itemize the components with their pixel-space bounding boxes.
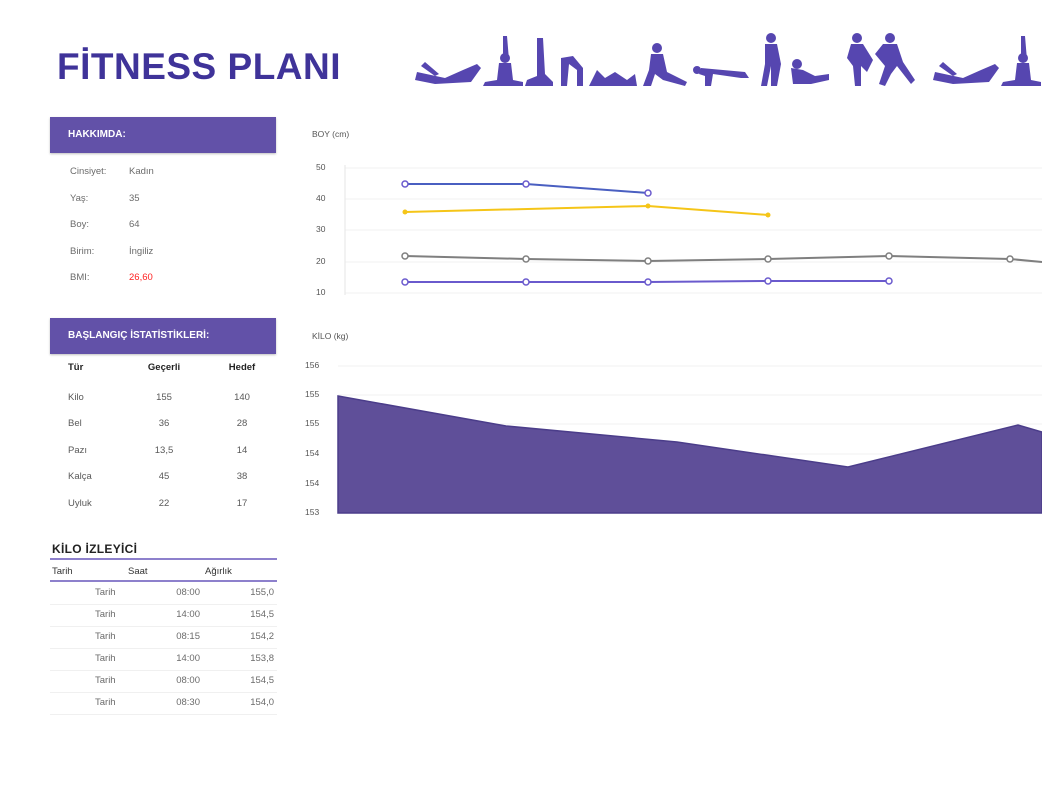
- y-tick: 30: [316, 224, 326, 234]
- stat-target[interactable]: 17: [236, 498, 248, 509]
- y-tick: 154: [305, 448, 320, 458]
- table-row: Tarih 08:00 155,0: [50, 583, 277, 605]
- tracker-weight[interactable]: 155,0: [250, 587, 274, 598]
- tracker-weight[interactable]: 154,2: [250, 631, 274, 642]
- column-header[interactable]: Ağırlık: [205, 566, 232, 577]
- table-row: Tarih 14:00 153,8: [50, 649, 277, 671]
- tracker-weight[interactable]: 153,8: [250, 653, 274, 664]
- about-value[interactable]: İngiliz: [129, 246, 154, 257]
- y-tick: 154: [305, 478, 320, 488]
- column-header: Geçerli: [147, 362, 181, 373]
- chart-gridlines: [345, 167, 1042, 294]
- stat-type: Bel: [68, 418, 82, 429]
- weight-tracker-title: KİLO İZLEYİCİ: [52, 542, 138, 556]
- stat-current[interactable]: 155: [156, 392, 172, 403]
- table-row: Kalça 45 38: [50, 471, 276, 491]
- about-label: BMI:: [70, 272, 90, 283]
- about-header: HAKKIMDA:: [50, 117, 276, 153]
- about-value[interactable]: 35: [129, 193, 140, 204]
- tracker-date[interactable]: Tarih: [95, 675, 116, 686]
- divider: [50, 558, 277, 560]
- divider: [50, 580, 277, 582]
- tracker-time[interactable]: 08:00: [176, 587, 200, 598]
- table-row: Tarih 08:00 154,5: [50, 671, 277, 693]
- table-row: Tarih 14:00 154,5: [50, 605, 277, 627]
- column-header: Hedef: [228, 362, 256, 373]
- table-row: Tarih 08:30 154,0: [50, 693, 277, 715]
- stat-current[interactable]: 36: [158, 418, 170, 429]
- about-label: Yaş:: [70, 193, 89, 204]
- stat-target[interactable]: 140: [234, 392, 250, 403]
- y-tick: 20: [316, 256, 326, 266]
- stat-type: Kilo: [68, 392, 84, 403]
- y-tick: 40: [316, 193, 326, 203]
- column-header: Tür: [68, 362, 84, 373]
- exercise-silhouettes-icon: [415, 33, 1041, 86]
- tracker-date[interactable]: Tarih: [95, 609, 116, 620]
- y-tick: 155: [305, 389, 320, 399]
- tracker-time[interactable]: 08:15: [176, 631, 200, 642]
- measurement-chart-title: BOY (cm): [312, 129, 350, 139]
- about-label: Cinsiyet:: [70, 166, 107, 177]
- table-row: Kilo 155 140: [50, 392, 276, 412]
- start-stats-header: BAŞLANGIÇ İSTATİSTİKLERİ:: [50, 318, 276, 354]
- tracker-date[interactable]: Tarih: [95, 587, 116, 598]
- table-row: Pazı 13,5 14: [50, 445, 276, 465]
- stat-target[interactable]: 14: [236, 445, 248, 456]
- stat-current[interactable]: 22: [158, 498, 170, 509]
- weight-chart-title: KİLO (kg): [312, 331, 349, 341]
- table-row: Tarih 08:15 154,2: [50, 627, 277, 649]
- stat-target[interactable]: 38: [236, 471, 248, 482]
- y-tick: 50: [316, 162, 326, 172]
- page-title: FİTNESS PLANI: [57, 46, 342, 87]
- tracker-date[interactable]: Tarih: [95, 697, 116, 708]
- about-label: Boy:: [70, 219, 90, 230]
- about-label: Birim:: [70, 246, 95, 257]
- about-value[interactable]: 64: [129, 219, 140, 230]
- about-value[interactable]: Kadın: [129, 166, 154, 177]
- bmi-value: 26,60: [129, 272, 153, 283]
- y-tick: 155: [305, 418, 320, 428]
- tracker-weight[interactable]: 154,5: [250, 609, 274, 620]
- table-row: Bel 36 28: [50, 418, 276, 438]
- y-tick: 10: [316, 287, 326, 297]
- tracker-time[interactable]: 14:00: [176, 609, 200, 620]
- stat-type: Kalça: [68, 471, 92, 482]
- stat-type: Pazı: [68, 445, 88, 456]
- tracker-time[interactable]: 08:30: [176, 697, 200, 708]
- series-uyluk-line: [404, 254, 1042, 263]
- stat-current[interactable]: 45: [158, 471, 170, 482]
- stat-type: Uyluk: [68, 498, 92, 509]
- tracker-date[interactable]: Tarih: [95, 653, 116, 664]
- column-header[interactable]: Saat: [128, 566, 148, 577]
- y-tick: 153: [305, 507, 320, 517]
- tracker-weight[interactable]: 154,0: [250, 697, 274, 708]
- stat-target[interactable]: 28: [236, 418, 248, 429]
- y-tick: 156: [305, 360, 320, 370]
- series-bel-line: [404, 204, 769, 216]
- table-row: Uyluk 22 17: [50, 498, 276, 518]
- column-header[interactable]: Tarih: [52, 566, 73, 577]
- tracker-date[interactable]: Tarih: [95, 631, 116, 642]
- tracker-time[interactable]: 14:00: [176, 653, 200, 664]
- tracker-time[interactable]: 08:00: [176, 675, 200, 686]
- stat-current[interactable]: 13,5: [154, 445, 174, 456]
- tracker-weight[interactable]: 154,5: [250, 675, 274, 686]
- table-header-row: Tür Geçerli Hedef: [50, 362, 276, 382]
